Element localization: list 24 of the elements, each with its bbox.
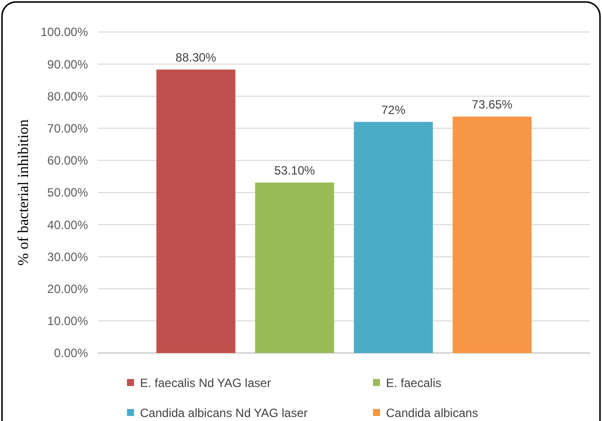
legend-label: Candida albicans <box>386 406 478 420</box>
bar <box>156 70 236 353</box>
bar <box>255 182 334 353</box>
y-tick-label: 30.00% <box>47 250 88 264</box>
data-label: 72% <box>381 102 406 117</box>
y-tick-label: 10.00% <box>47 314 88 328</box>
legend-label: E. faecalis Nd YAG laser <box>140 376 271 390</box>
y-tick-label: 70.00% <box>47 122 88 136</box>
bar <box>354 122 433 353</box>
y-tick-label: 60.00% <box>47 154 88 168</box>
y-tick-label: 0.00% <box>54 346 88 360</box>
y-tick-label: 20.00% <box>47 282 88 296</box>
legend-label: Candida albicans Nd YAG laser <box>140 406 308 420</box>
y-tick-label: 50.00% <box>47 186 88 200</box>
bar <box>452 116 532 353</box>
y-tick-label: 40.00% <box>47 218 88 232</box>
y-tick-label: 80.00% <box>47 89 88 104</box>
data-label: 53.10% <box>274 164 316 178</box>
legend-label: E. faecalis <box>386 376 442 390</box>
y-tick-label: 100.00% <box>40 25 88 40</box>
data-label: 73.65% <box>472 98 513 112</box>
data-label: 88.30% <box>176 50 217 65</box>
y-axis-title: % of bacterial inhibition <box>16 118 32 266</box>
y-tick-label: 90.00% <box>47 57 88 72</box>
